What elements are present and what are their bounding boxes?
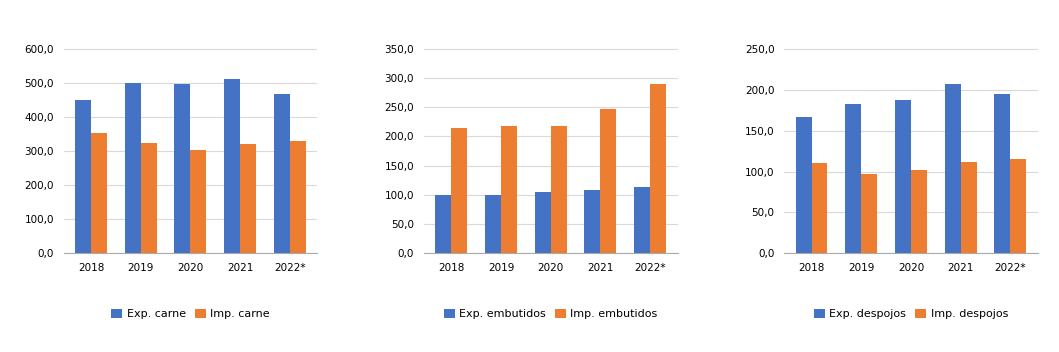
Bar: [75, 100, 91, 253]
Bar: [274, 94, 290, 253]
Bar: [240, 144, 256, 253]
Bar: [225, 79, 240, 253]
Bar: [435, 195, 451, 253]
Bar: [91, 133, 107, 253]
Bar: [600, 109, 616, 253]
Bar: [535, 192, 551, 253]
Bar: [911, 170, 927, 253]
Bar: [175, 84, 191, 253]
Bar: [961, 162, 976, 253]
Bar: [634, 187, 650, 253]
Bar: [994, 94, 1010, 253]
Bar: [585, 190, 600, 253]
Bar: [650, 84, 666, 253]
Bar: [1010, 159, 1026, 253]
Bar: [191, 150, 207, 253]
Bar: [451, 128, 467, 253]
Legend: Exp. carne, Imp. carne: Exp. carne, Imp. carne: [111, 309, 270, 319]
Bar: [861, 174, 877, 253]
Bar: [485, 195, 501, 253]
Bar: [290, 142, 306, 253]
Bar: [795, 117, 811, 253]
Bar: [501, 126, 517, 253]
Bar: [141, 143, 157, 253]
Bar: [945, 84, 961, 253]
Bar: [811, 163, 827, 253]
Bar: [125, 83, 141, 253]
Legend: Exp. embutidos, Imp. embutidos: Exp. embutidos, Imp. embutidos: [444, 309, 658, 319]
Bar: [845, 103, 861, 253]
Legend: Exp. despojos, Imp. despojos: Exp. despojos, Imp. despojos: [813, 309, 1008, 319]
Bar: [895, 100, 911, 253]
Bar: [551, 126, 567, 253]
